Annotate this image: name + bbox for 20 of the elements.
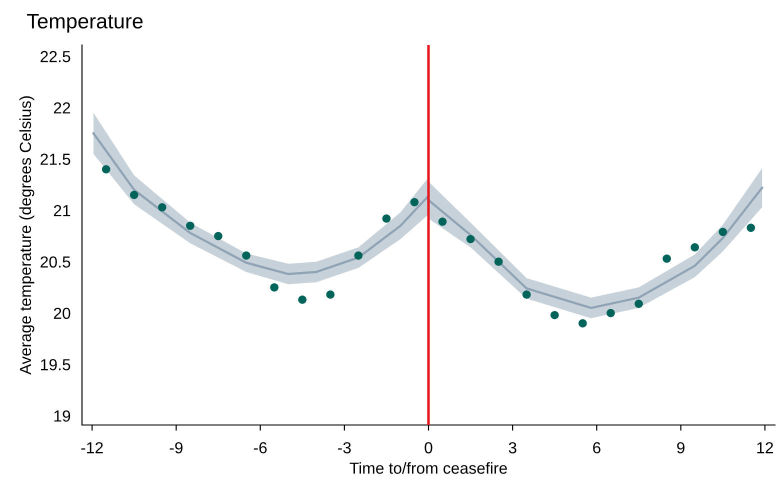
y-tick-label: 19 [54, 410, 70, 422]
x-tick-label: 3 [508, 442, 516, 454]
y-tick-label: 22.5 [40, 50, 70, 62]
y-tick-label: 21.5 [40, 154, 70, 165]
y-tick-label: 20.5 [40, 256, 70, 268]
y-tick-label: 22 [54, 102, 70, 114]
x-axis-title: Time to/from ceasefire [350, 462, 507, 474]
y-tick-label: 20 [54, 308, 70, 319]
x-tick-label: -6 [254, 442, 267, 454]
x-tick-label: 12 [757, 442, 773, 454]
x-tick-label: -12 [81, 442, 103, 454]
y-axis-title: Average temperature (degrees Celsius) [19, 96, 34, 375]
chart-title: Temperature [27, 14, 143, 33]
x-tick-label: -3 [338, 442, 351, 454]
x-tick-label: -9 [170, 442, 183, 454]
y-tick-label: 21 [54, 204, 70, 216]
x-tick-label: 6 [593, 442, 600, 454]
x-tick-label: 0 [424, 442, 432, 454]
x-tick-label: 9 [677, 442, 684, 454]
y-tick-label: 19.5 [41, 359, 70, 370]
